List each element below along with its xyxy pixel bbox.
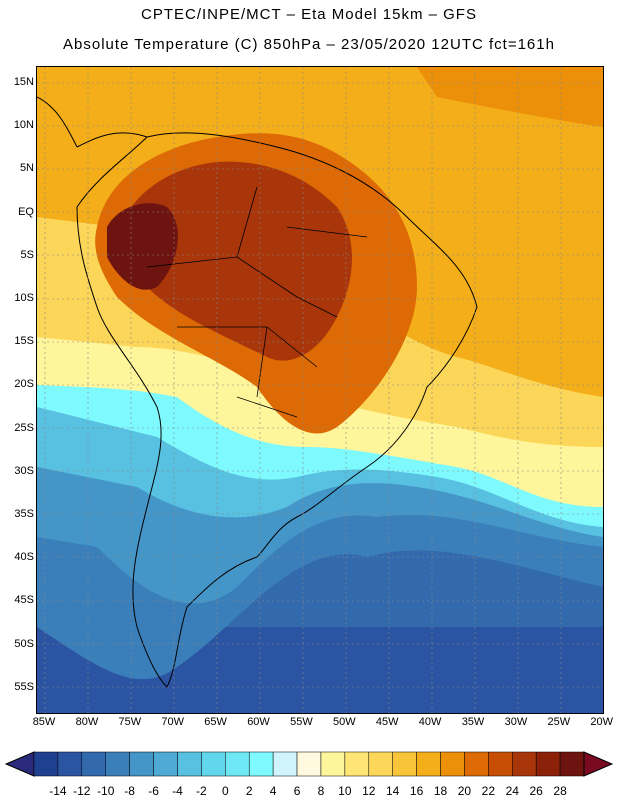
colorbar-tick-label: -10	[97, 784, 115, 798]
temp-band-hot-ne	[417, 67, 603, 127]
colorbar-tick-label: 20	[457, 784, 472, 798]
lat-label: 20S	[14, 378, 34, 391]
colorbar-tick-label: 0	[221, 784, 229, 798]
colorbar-tick-label: -6	[148, 784, 159, 798]
colorbar-tick-label: -12	[73, 784, 91, 798]
lon-label: 20W	[590, 716, 613, 728]
colorbar-swatch	[105, 751, 130, 777]
lat-label: 40S	[14, 551, 34, 564]
colorbar-tick-label: -2	[196, 784, 207, 798]
colorbar-swatch	[464, 751, 489, 777]
temperature-map	[36, 66, 604, 714]
temp-band-extreme	[116, 161, 352, 361]
colorbar-tick-label: 10	[338, 784, 352, 798]
colorbar-tick-label: 22	[481, 784, 496, 798]
colorbar-swatch	[440, 751, 465, 777]
colorbar-tick-label: -14	[49, 784, 67, 798]
lat-label: 45S	[14, 594, 34, 607]
lat-label: 15N	[13, 76, 34, 88]
temp-core-max	[107, 203, 178, 290]
colorbar-tick-label: 26	[529, 784, 543, 798]
lat-label: 35S	[14, 508, 34, 520]
colorbar-tick-label: 8	[317, 784, 325, 798]
title-line-2: Absolute Temperature (C) 850hPa – 23/05/…	[63, 36, 555, 53]
lat-label: 50S	[14, 637, 34, 650]
colorbar-tick-label: 24	[505, 784, 519, 798]
colorbar-right-arrow	[583, 751, 614, 777]
colorbar-swatch	[296, 751, 322, 777]
colorbar-left-arrow	[4, 751, 35, 777]
map-gridlines	[37, 67, 603, 713]
lon-label: 65W	[204, 716, 227, 728]
colorbar-swatch	[392, 751, 417, 777]
colorbar-tick-label: 18	[433, 784, 448, 798]
lat-label: 15S	[14, 335, 34, 348]
colorbar-swatch	[272, 751, 298, 777]
colorbar-tick-label: 4	[269, 784, 277, 798]
colorbar-swatch	[488, 751, 513, 777]
colorbar-tick-label: 14	[386, 784, 400, 798]
lat-label: 5N	[19, 162, 34, 175]
lon-label: 25W	[547, 716, 571, 728]
lon-label: 55W	[290, 716, 313, 728]
colorbar-swatch	[57, 751, 83, 777]
colorbar-swatch	[559, 751, 585, 777]
lon-label: 40W	[418, 716, 442, 728]
lon-label: 60W	[247, 716, 270, 728]
colorbar-swatch	[33, 751, 59, 777]
lon-label: 35W	[461, 716, 485, 728]
colorbar-swatch	[248, 751, 274, 777]
colorbar-swatch	[512, 751, 537, 777]
lon-label: 45W	[375, 716, 399, 728]
lat-label: 5S	[20, 248, 34, 261]
colorbar	[4, 751, 614, 777]
colorbar-swatch	[129, 751, 154, 777]
central-america-coastline	[37, 96, 148, 148]
lon-label: 85W	[32, 716, 56, 728]
colorbar-tick-label: 12	[362, 784, 376, 798]
lat-label: EQ	[18, 205, 34, 218]
colorbar-tick-label: 28	[553, 784, 567, 798]
colorbar-swatch	[225, 751, 250, 777]
lon-label: 30W	[504, 716, 528, 728]
colorbar-tick-label: -4	[172, 784, 183, 798]
lat-label: 10S	[14, 292, 34, 304]
colorbar-swatch	[153, 751, 178, 777]
colorbar-swatch	[416, 751, 441, 777]
colorbar-tick-label: 6	[293, 784, 301, 798]
colorbar-tick-label: -8	[124, 784, 135, 798]
country-borders	[146, 186, 368, 418]
colorbar-swatch	[344, 751, 370, 777]
lon-label: 70W	[161, 716, 184, 728]
lon-label: 50W	[332, 716, 356, 728]
map-canvas	[37, 67, 603, 713]
colorbar-swatch	[201, 751, 226, 777]
colorbar-swatch	[320, 751, 346, 777]
colorbar-swatch	[368, 751, 393, 777]
colorbar-tick-label: 2	[245, 784, 253, 798]
colorbar-swatch	[535, 751, 561, 777]
colorbar-tick-label: 16	[409, 784, 424, 798]
lon-label: 75W	[118, 716, 142, 728]
colorbar-swatch	[177, 751, 202, 777]
colorbar-swatch	[81, 751, 106, 777]
lat-label: 30S	[14, 464, 34, 477]
lat-label: 55S	[14, 680, 34, 693]
title-line-1: CPTEC/INPE/MCT – Eta Model 15km – GFS	[141, 6, 477, 23]
lat-label: 10N	[13, 119, 34, 132]
south-america-coastline	[76, 132, 478, 688]
lon-label: 80W	[75, 716, 99, 728]
lat-label: 25S	[14, 421, 34, 434]
